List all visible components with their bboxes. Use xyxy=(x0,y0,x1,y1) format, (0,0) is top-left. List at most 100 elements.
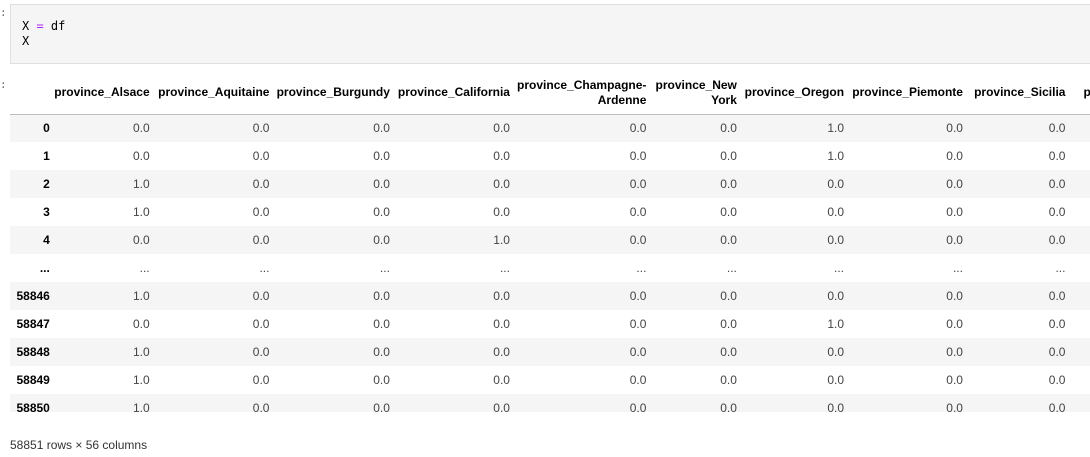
table-cell: 0.0 xyxy=(493,401,510,412)
row-index: 58847 xyxy=(16,317,50,331)
dataframe-shape-text: 58851 rows × 56 columns xyxy=(10,438,148,452)
table-cell: 0.0 xyxy=(1048,177,1066,191)
table-cell: 0.0 xyxy=(1048,345,1066,359)
table-cell: 0.0 xyxy=(946,149,963,163)
table-cell: 0.0 xyxy=(132,121,150,136)
table-cell: 0.0 xyxy=(720,205,737,219)
code-line-2: X xyxy=(22,34,30,48)
table-row: 58847 0.0 0.0 0.0 0.0 0.0 0.0 1.0 0.0 0.0 xyxy=(10,310,1090,338)
table-row: 58848 1.0 0.0 0.0 0.0 0.0 0.0 0.0 0.0 0.0 xyxy=(10,338,1090,366)
row-index: 58849 xyxy=(16,373,50,387)
table-cell: 0.0 xyxy=(132,317,150,331)
column-header: province_Oregon xyxy=(742,72,851,115)
dataframe-output[interactable]: province_Alsace province_Aquitaine provi… xyxy=(10,72,1090,412)
table-cell: 1.0 xyxy=(827,317,845,331)
column-header-truncated: p xyxy=(1071,72,1090,115)
table-cell: 1.0 xyxy=(132,205,150,219)
column-header: province_New York xyxy=(652,72,743,115)
table-cell: 1.0 xyxy=(493,233,510,247)
table-cell: 0.0 xyxy=(252,205,270,219)
table-cell: 0.0 xyxy=(629,205,647,219)
table-row: 2 1.0 0.0 0.0 0.0 0.0 0.0 0.0 0.0 0.0 xyxy=(10,170,1090,198)
table-cell: 0.0 xyxy=(946,205,963,219)
table-cell: ... xyxy=(726,261,737,275)
table-cell: 0.0 xyxy=(720,177,737,191)
table-cell: 0.0 xyxy=(493,205,510,219)
table-cell: 1.0 xyxy=(132,345,150,359)
table-cell: 0.0 xyxy=(1048,317,1066,331)
table-cell: 0.0 xyxy=(1048,289,1066,303)
table-cell: 0.0 xyxy=(493,177,510,191)
column-header: province_Sicilia xyxy=(968,72,1072,115)
table-cell: 1.0 xyxy=(132,401,150,412)
table-cell: 0.0 xyxy=(493,373,510,387)
row-index: 2 xyxy=(43,177,50,191)
table-cell: 0.0 xyxy=(629,289,647,303)
table-cell: 1.0 xyxy=(132,373,150,387)
header-row: province_Alsace province_Aquitaine provi… xyxy=(10,72,1090,115)
table-cell: 0.0 xyxy=(1048,205,1066,219)
row-index: 3 xyxy=(43,205,50,219)
table-cell: 0.0 xyxy=(827,177,845,191)
table-cell: 0.0 xyxy=(629,317,647,331)
table-cell: 0.0 xyxy=(720,233,737,247)
table-cell: 0.0 xyxy=(373,373,390,387)
table-cell: ... xyxy=(259,261,270,275)
table-cell: 0.0 xyxy=(827,289,845,303)
table-cell: 0.0 xyxy=(373,205,390,219)
table-cell: 0.0 xyxy=(629,233,647,247)
column-header: province_Alsace xyxy=(53,72,156,115)
table-cell: 0.0 xyxy=(720,401,737,412)
row-index: 58848 xyxy=(16,345,50,359)
table-cell: 0.0 xyxy=(720,373,737,387)
table-cell: 0.0 xyxy=(493,121,510,136)
table-cell: ... xyxy=(952,261,963,275)
table-cell: 1.0 xyxy=(132,177,150,191)
column-header: province_California xyxy=(395,72,516,115)
table-cell: 0.0 xyxy=(827,345,845,359)
table-cell: 0.0 xyxy=(946,345,963,359)
table-cell: 0.0 xyxy=(493,345,510,359)
table-cell: 0.0 xyxy=(720,345,737,359)
table-row: 3 1.0 0.0 0.0 0.0 0.0 0.0 0.0 0.0 0.0 xyxy=(10,198,1090,226)
table-cell-truncated xyxy=(1071,338,1090,366)
table-cell: ... xyxy=(636,261,647,275)
table-cell: 1.0 xyxy=(827,121,845,136)
table-cell: 0.0 xyxy=(946,233,963,247)
table-cell: 0.0 xyxy=(629,401,647,412)
code-line-1: X = df xyxy=(22,19,66,33)
table-cell: 0.0 xyxy=(827,205,845,219)
table-cell: 0.0 xyxy=(252,177,270,191)
code-cell[interactable]: X = df X xyxy=(10,4,1090,64)
table-cell: 0.0 xyxy=(252,233,270,247)
table-cell: 0.0 xyxy=(373,149,390,163)
column-header: province_Burgundy xyxy=(275,72,396,115)
table-cell: ... xyxy=(834,261,845,275)
table-cell: 0.0 xyxy=(132,149,150,163)
table-body: 0 0.0 0.0 0.0 0.0 0.0 0.0 1.0 0.0 0.0 1 0.0 0.0 0.0 0.… xyxy=(10,114,1090,412)
table-cell: 0.0 xyxy=(946,121,963,136)
table-cell: 0.0 xyxy=(373,317,390,331)
table-cell: 0.0 xyxy=(252,401,270,412)
table-cell-truncated xyxy=(1071,282,1090,310)
dataframe-table: province_Alsace province_Aquitaine provi… xyxy=(10,72,1090,412)
table-cell: 0.0 xyxy=(629,373,647,387)
table-row: 58849 1.0 0.0 0.0 0.0 0.0 0.0 0.0 0.0 0.0 xyxy=(10,366,1090,394)
table-cell: 0.0 xyxy=(373,177,390,191)
table-cell-truncated xyxy=(1071,394,1090,412)
table-row: .............................. xyxy=(10,254,1090,282)
table-cell-truncated xyxy=(1071,366,1090,394)
table-cell: 0.0 xyxy=(629,149,647,163)
table-cell: 0.0 xyxy=(373,401,390,412)
table-cell-truncated xyxy=(1071,254,1090,282)
table-cell-truncated xyxy=(1071,226,1090,254)
table-cell: 0.0 xyxy=(373,345,390,359)
table-cell: 0.0 xyxy=(373,121,390,136)
row-index: 1 xyxy=(43,149,50,163)
table-cell-truncated xyxy=(1071,142,1090,170)
table-cell: ... xyxy=(499,261,510,275)
table-cell: 0.0 xyxy=(946,289,963,303)
table-row: 0 0.0 0.0 0.0 0.0 0.0 0.0 1.0 0.0 0.0 xyxy=(10,114,1090,142)
table-cell-truncated xyxy=(1071,310,1090,338)
